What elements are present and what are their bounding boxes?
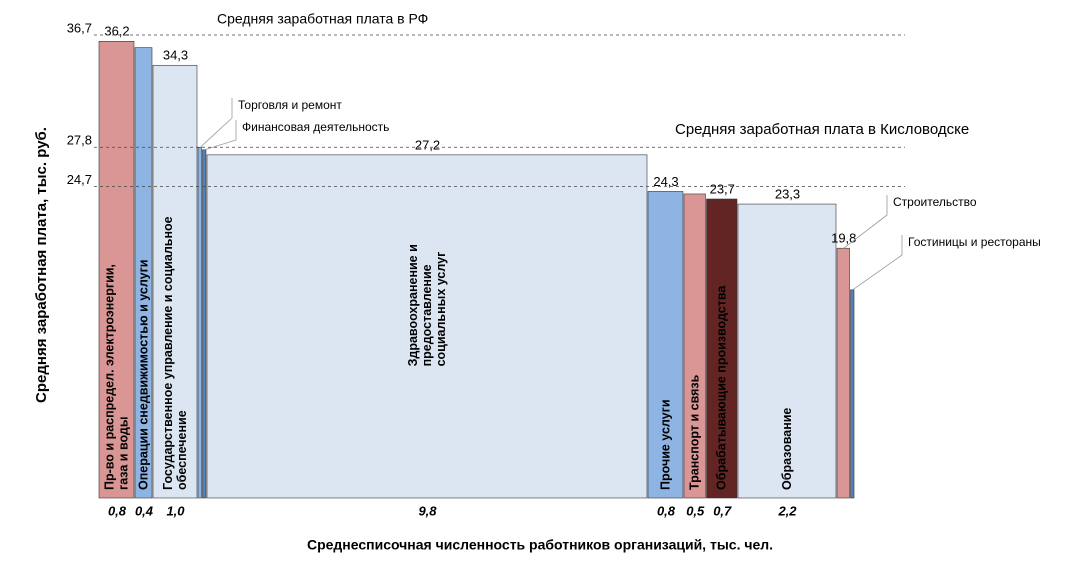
value-label: 24,3 [653,174,678,189]
width-label: 2,2 [777,503,797,518]
bar [850,289,855,499]
category-label: Здравоохранение и [406,244,420,366]
value-label: 23,7 [710,181,735,196]
category-label: обеспечение [175,410,189,490]
bar [706,198,738,499]
leader-line [204,120,237,151]
bar [98,41,135,499]
category-label: Прочие услуги [658,399,672,490]
reference-label: Средняя заработная плата в Кисловодске [675,121,969,138]
y-tick-label: 24,7 [67,172,92,187]
width-label: 0,7 [713,503,732,518]
width-label: 0,4 [135,503,154,518]
category-label: Строительство [893,195,977,209]
category-label: Финансовая деятельность [242,120,389,134]
bar [134,47,153,499]
bar [152,64,198,499]
category-label: Государственное управление и социальное [161,216,175,490]
category-label: Операции снедвижимостью и услуги [136,260,150,490]
bar [647,191,684,499]
y-tick-label: 36,7 [67,20,92,35]
category-label: социальных услуг [434,252,448,367]
y-tick-label: 27,8 [67,133,92,148]
leader-line [852,235,903,291]
width-label: 0,8 [108,503,127,518]
value-label: 27,2 [415,137,440,152]
value-label: 19,8 [831,231,856,246]
category-label: газа и воды [116,416,130,490]
bar [737,203,837,499]
width-label: 0,5 [686,503,705,518]
reference-label: Средняя заработная плата в РФ [217,11,428,27]
bar [206,154,648,499]
category-label: предоставление [420,264,434,366]
category-label: Образование [780,408,794,490]
value-label: 34,3 [163,48,188,63]
value-label: 23,3 [775,186,800,201]
bar [683,193,706,499]
value-label: 36,2 [104,24,129,39]
leader-line [843,195,888,249]
bar [836,247,850,499]
bar [202,149,207,499]
category-label: Торговля и ремонт [238,98,342,112]
category-label: Пр-во и распредел. электроэнергии, [102,264,116,490]
width-label: 0,8 [657,503,676,518]
y-axis-title: Средняя заработная плата, тыс. руб. [33,127,50,403]
category-label: Транспорт и связь [688,374,702,490]
leader-line [199,98,233,148]
category-label: Гостиницы и рестораны [908,235,1041,249]
width-label: 1,0 [166,503,185,518]
width-label: 9,8 [418,503,437,518]
category-label: Обрабатывающие производства [715,285,729,490]
bar [197,146,202,499]
x-axis-title: Среднесписочная численность работников о… [307,537,773,553]
